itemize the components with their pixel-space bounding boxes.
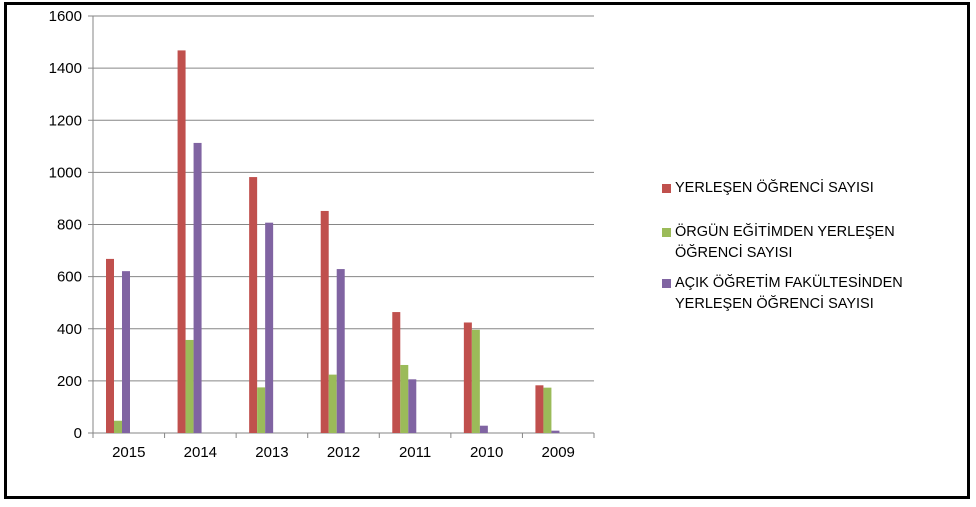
legend-label-orgun: ÖRGÜN EĞİTİMDEN YERLEŞEN ÖĞRENCİ SAYISI: [675, 224, 895, 261]
legend: YERLEŞEN ÖĞRENCİ SAYISI ÖRGÜN EĞİTİMDEN …: [662, 178, 967, 315]
bar-2009-series-0: [535, 385, 544, 433]
legend-swatch-orgun: [662, 228, 671, 237]
bar-2013-series-2: [265, 222, 274, 433]
x-tick-label: 2009: [542, 444, 575, 461]
x-tick-label: 2014: [184, 444, 217, 461]
gridlines: [93, 15, 594, 382]
x-tick-label: 2012: [327, 444, 360, 461]
bar-2014-series-0: [177, 50, 186, 434]
bar-2014-series-2: [193, 142, 202, 433]
bar-2009-series-2: [551, 430, 560, 433]
legend-label-aof: AÇIK ÖĞRETİM FAKÜLTESİNDEN YERLEŞEN ÖĞRE…: [675, 275, 903, 312]
legend-label-yerlesen: YERLEŞEN ÖĞRENCİ SAYISI: [675, 180, 874, 196]
legend-item-yerlesen: YERLEŞEN ÖĞRENCİ SAYISI: [662, 178, 967, 199]
bar-2011-series-1: [400, 364, 409, 433]
bar-2015-series-1: [114, 420, 122, 433]
bar-2012-series-1: [328, 374, 337, 433]
y-tick-label: 0: [74, 425, 82, 442]
bar-2012-series-2: [336, 269, 345, 433]
y-tick-label: 800: [57, 217, 82, 234]
bar-2009-series-1: [543, 387, 552, 433]
y-tick-label: 600: [57, 269, 82, 286]
bar-2015-series-0: [106, 258, 114, 433]
y-tick-label: 400: [57, 321, 82, 338]
bar-2011-series-2: [408, 379, 417, 433]
legend-swatch-aof: [662, 279, 671, 288]
y-tick-label: 1400: [49, 60, 82, 77]
bar-2015-series-2: [122, 271, 130, 433]
bar-2010-series-0: [463, 322, 472, 433]
bar-2014-series-1: [185, 339, 194, 433]
bar-2011-series-0: [392, 312, 401, 433]
bar-2010-series-1: [471, 329, 480, 433]
y-tick-label: 1200: [49, 112, 82, 129]
x-tick-label: 2013: [255, 444, 288, 461]
bar-2013-series-1: [257, 387, 266, 433]
x-tick-label: 2015: [112, 444, 145, 461]
x-tick-label: 2011: [399, 444, 431, 461]
legend-item-aof: AÇIK ÖĞRETİM FAKÜLTESİNDEN YERLEŞEN ÖĞRE…: [662, 273, 967, 315]
y-tick-label: 1600: [49, 8, 82, 25]
legend-swatch-yerlesen: [662, 184, 671, 193]
y-tick-label: 200: [57, 373, 82, 390]
y-axis-ticks: 0 200 400 600 800 1000 1200 1400 1600: [49, 8, 93, 442]
chart-frame: [4, 2, 970, 499]
legend-item-orgun: ÖRGÜN EĞİTİMDEN YERLEŞEN ÖĞRENCİ SAYISI: [662, 222, 967, 264]
y-tick-label: 1000: [49, 164, 82, 181]
bar-2013-series-0: [249, 177, 258, 433]
bars: [106, 50, 560, 434]
bar-2010-series-2: [479, 425, 488, 433]
x-tick-label: 2010: [470, 444, 503, 461]
x-axis-ticks: 2015 2014 2013 2012 2011 2010 2009: [92, 433, 595, 461]
bar-2012-series-0: [320, 210, 329, 433]
